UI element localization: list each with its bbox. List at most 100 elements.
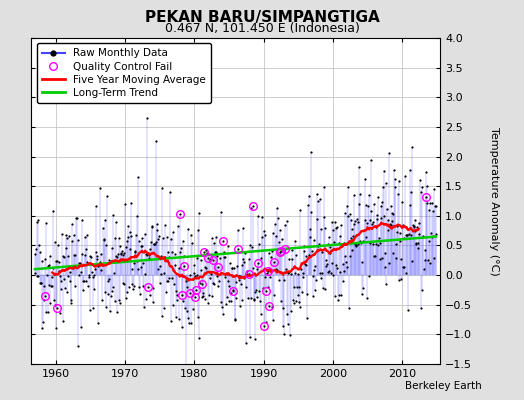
Point xyxy=(187,320,195,326)
Point xyxy=(233,262,241,269)
Point xyxy=(261,319,270,325)
Point xyxy=(299,274,308,280)
Point xyxy=(79,287,88,293)
Point xyxy=(100,236,108,242)
Point xyxy=(372,241,380,248)
Point xyxy=(202,247,210,253)
Point xyxy=(232,279,241,285)
Point xyxy=(413,224,421,230)
Point xyxy=(399,264,407,270)
Point xyxy=(42,220,51,226)
Point xyxy=(151,138,160,144)
Point xyxy=(352,243,360,250)
Point xyxy=(101,288,109,295)
Point xyxy=(310,237,318,244)
Point xyxy=(73,343,82,350)
Point xyxy=(289,296,297,303)
Point xyxy=(216,299,225,305)
Point xyxy=(431,203,440,210)
Point xyxy=(334,292,343,298)
Point xyxy=(199,293,208,299)
Point xyxy=(253,266,261,272)
Point xyxy=(313,243,322,250)
Point xyxy=(279,305,287,311)
Point xyxy=(181,278,190,284)
Point xyxy=(132,232,140,239)
Point xyxy=(32,219,41,225)
Point xyxy=(328,218,336,225)
Point xyxy=(223,294,231,300)
Point xyxy=(395,177,403,184)
Point xyxy=(198,294,206,300)
Point xyxy=(108,212,117,218)
Point xyxy=(42,309,50,315)
Point xyxy=(339,261,347,268)
Point xyxy=(59,318,68,324)
Point xyxy=(58,253,67,260)
Point xyxy=(337,292,346,299)
Point xyxy=(67,297,75,304)
Point xyxy=(206,275,215,281)
Point xyxy=(325,234,333,240)
Point xyxy=(219,238,227,244)
Point xyxy=(38,324,47,331)
Point xyxy=(224,243,232,249)
Point xyxy=(92,256,101,262)
Point xyxy=(383,205,391,212)
Point xyxy=(332,262,341,268)
Point xyxy=(347,247,356,253)
Point xyxy=(298,260,307,266)
Point xyxy=(107,292,115,299)
Point xyxy=(270,292,279,298)
Point xyxy=(208,292,216,299)
Point xyxy=(230,287,238,293)
Point xyxy=(263,270,271,276)
Point xyxy=(194,210,203,216)
Point xyxy=(129,286,137,292)
Point xyxy=(277,298,285,305)
Point xyxy=(357,290,366,297)
Point xyxy=(118,248,126,255)
Point xyxy=(196,280,204,286)
Point xyxy=(311,263,320,270)
Point xyxy=(74,237,82,244)
Point xyxy=(333,265,342,271)
Point xyxy=(228,265,236,271)
Point xyxy=(358,285,367,292)
Point xyxy=(375,256,384,263)
Point xyxy=(409,223,418,229)
Point xyxy=(353,216,361,222)
Point xyxy=(145,252,153,258)
Point xyxy=(216,255,224,262)
Point xyxy=(255,288,264,294)
Point xyxy=(270,259,278,265)
Point xyxy=(391,176,399,182)
Point xyxy=(247,204,255,211)
Point xyxy=(62,232,70,238)
Point xyxy=(280,276,289,283)
Point xyxy=(33,273,41,279)
Point xyxy=(133,257,141,264)
Point xyxy=(405,231,413,237)
Point xyxy=(70,252,79,258)
Point xyxy=(231,317,239,323)
Point xyxy=(34,217,42,224)
Point xyxy=(165,254,173,260)
Point xyxy=(186,272,194,278)
Point xyxy=(387,203,395,209)
Point xyxy=(296,206,304,213)
Point xyxy=(103,290,112,297)
Point xyxy=(421,257,429,263)
Point xyxy=(330,239,338,245)
Point xyxy=(272,267,281,273)
Point xyxy=(415,231,423,237)
Point xyxy=(299,270,307,276)
Text: PEKAN BARU/SIMPANGTIGA: PEKAN BARU/SIMPANGTIGA xyxy=(145,10,379,25)
Point xyxy=(126,233,135,239)
Point xyxy=(37,280,45,286)
Point xyxy=(314,197,323,204)
Point xyxy=(365,192,373,198)
Point xyxy=(39,318,47,325)
Point xyxy=(383,180,391,186)
Point xyxy=(137,235,146,242)
